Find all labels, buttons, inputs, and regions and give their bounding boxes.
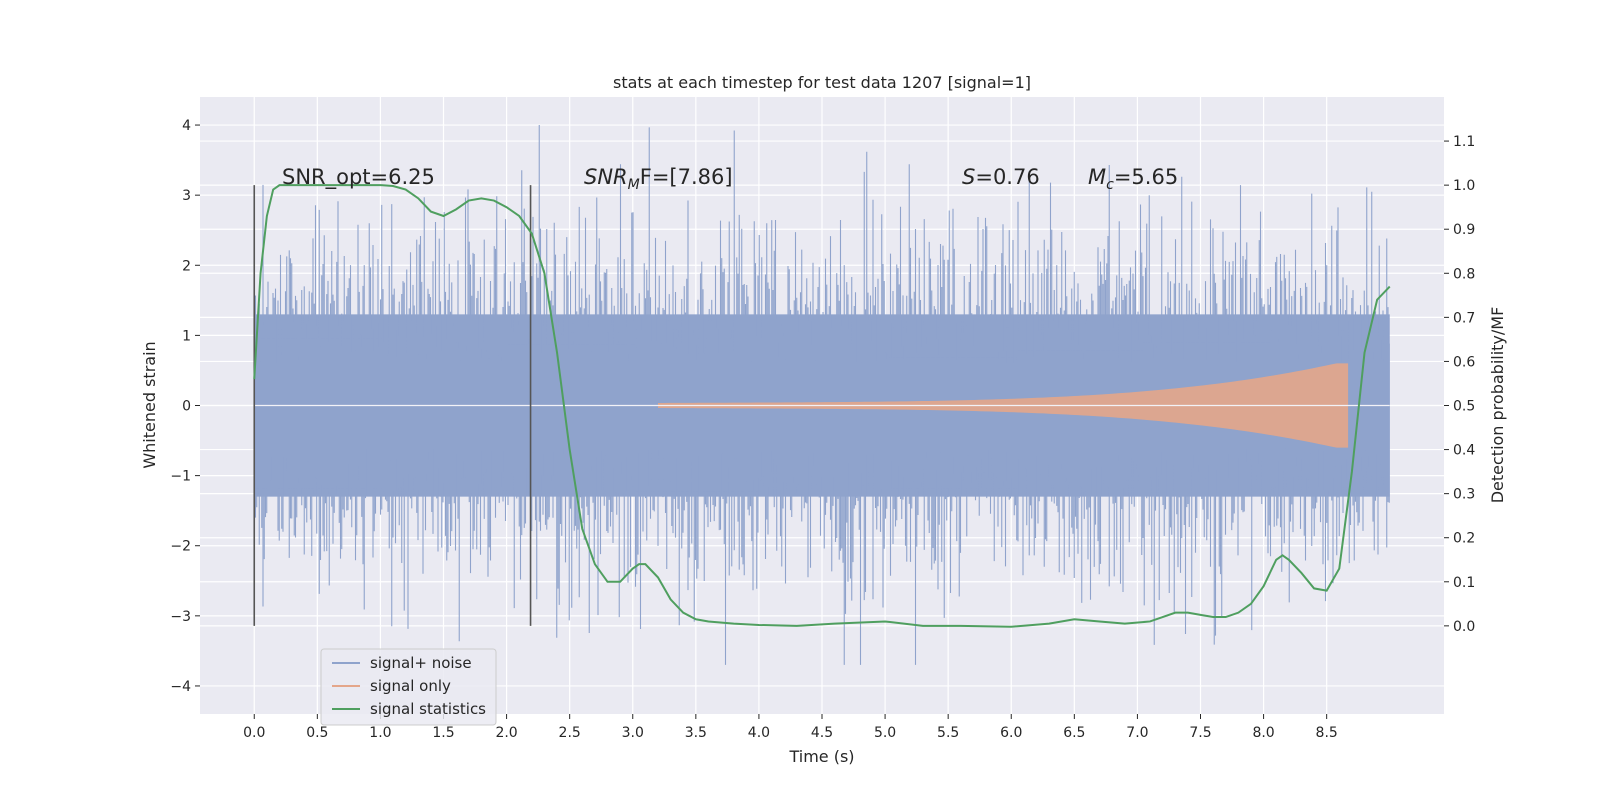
y2-tick-label: 0.1 — [1453, 575, 1475, 591]
y2-axis-ticks: 1.1 1.0 0.9 0.8 0.7 0.6 0.5 0.4 0.3 0.2 0.1 0.0 — [1444, 134, 1475, 635]
x-tick-label: 8.0 — [1252, 725, 1274, 741]
x-tick-label: 2.5 — [559, 725, 581, 741]
y-tick-label: 3 — [182, 188, 191, 204]
x-tick-label: 4.0 — [748, 725, 770, 741]
x-tick-label: 6.0 — [1000, 725, 1022, 741]
y-tick-label: 0 — [182, 399, 191, 415]
x-tick-label: 3.0 — [622, 725, 644, 741]
legend-label-signal-statistics: signal statistics — [370, 700, 486, 718]
y-tick-label: −3 — [170, 609, 191, 625]
y-tick-label: 2 — [182, 258, 191, 274]
annotation-s: S=0.76 — [962, 165, 1040, 189]
x-tick-label: 0.5 — [306, 725, 328, 741]
legend-box — [320, 648, 497, 726]
x-tick-label: 1.5 — [432, 725, 454, 741]
y-tick-label: −2 — [170, 539, 191, 555]
series-signal-only — [254, 363, 1390, 448]
legend: signal+ noise signal only signal statist… — [320, 648, 497, 726]
y-tick-label: 1 — [182, 328, 191, 344]
y-tick-label: −1 — [170, 469, 191, 485]
y2-tick-label: 0.6 — [1453, 354, 1475, 370]
y-tick-label: −4 — [170, 679, 191, 695]
x-tick-label: 7.5 — [1189, 725, 1211, 741]
y-tick-label: 4 — [182, 118, 191, 134]
y2-axis-label: Detection probability/MF — [1488, 307, 1507, 504]
x-axis-ticks: 0.0 0.5 1.0 1.5 2.0 2.5 3.0 3.5 4.0 4.5 5.0 5.5 6.0 6… — [243, 714, 1338, 741]
annotation-mc: Mc=5.65 — [1088, 165, 1178, 193]
x-tick-label: 5.0 — [874, 725, 896, 741]
y-axis-label: Whitened strain — [140, 341, 159, 468]
y2-tick-label: 0.9 — [1453, 222, 1475, 238]
vertical-markers — [253, 185, 532, 626]
y2-tick-label: 0.7 — [1453, 310, 1475, 326]
chart-title: stats at each timestep for test data 120… — [613, 73, 1031, 92]
x-tick-label: 4.5 — [811, 725, 833, 741]
x-tick-label: 7.0 — [1126, 725, 1148, 741]
y2-tick-label: 0.5 — [1453, 399, 1475, 415]
legend-label-signal-noise: signal+ noise — [370, 654, 472, 672]
legend-label-signal-only: signal only — [370, 677, 451, 695]
x-tick-label: 0.0 — [243, 725, 265, 741]
y2-tick-label: 1.1 — [1453, 134, 1475, 150]
x-tick-label: 6.5 — [1063, 725, 1085, 741]
y2-tick-label: 0.3 — [1453, 487, 1475, 503]
annotation-snr-mf: SNRMF=[7.86] — [584, 165, 733, 193]
x-tick-label: 8.5 — [1316, 725, 1338, 741]
annotation-snr-opt: SNR_opt=6.25 — [282, 165, 435, 190]
x-tick-label: 1.0 — [369, 725, 391, 741]
y-axis-ticks: 4 3 2 1 0 −1 −2 −3 −4 — [170, 118, 200, 695]
y2-tick-label: 0.8 — [1453, 266, 1475, 282]
y2-tick-label: 0.2 — [1453, 531, 1475, 547]
x-tick-label: 2.0 — [495, 725, 517, 741]
x-tick-label: 5.5 — [937, 725, 959, 741]
y2-tick-label: 1.0 — [1453, 178, 1475, 194]
y2-tick-label: 0.0 — [1453, 619, 1475, 635]
series-signal-statistics — [253, 184, 1391, 628]
x-tick-label: 3.5 — [685, 725, 707, 741]
y2-tick-label: 0.4 — [1453, 443, 1475, 459]
x-axis-label: Time (s) — [788, 747, 854, 766]
